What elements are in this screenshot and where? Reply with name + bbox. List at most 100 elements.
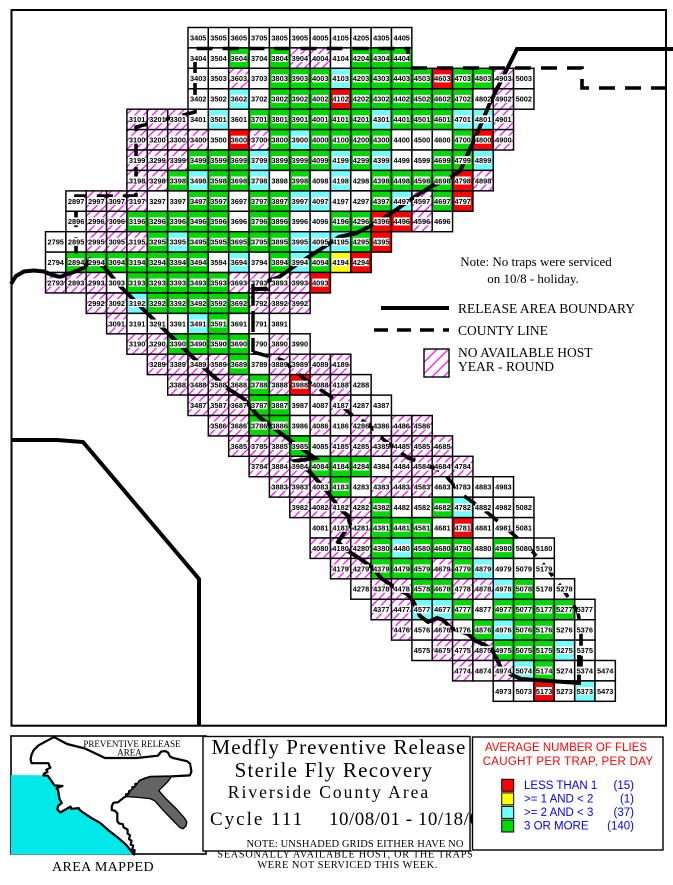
- svg-text:4596: 4596: [414, 217, 430, 226]
- svg-text:4099: 4099: [312, 156, 328, 165]
- svg-text:5079: 5079: [516, 564, 532, 573]
- svg-text:5073: 5073: [516, 687, 532, 696]
- svg-text:Medfly Preventive Release: Medfly Preventive Release: [212, 735, 467, 759]
- svg-text:4187: 4187: [332, 401, 348, 410]
- svg-text:5173: 5173: [536, 687, 552, 696]
- svg-text:4098: 4098: [312, 176, 328, 185]
- svg-text:2795: 2795: [47, 238, 63, 247]
- svg-text:3490: 3490: [190, 340, 206, 349]
- svg-text:4402: 4402: [393, 95, 409, 104]
- svg-text:4803: 4803: [475, 74, 491, 83]
- svg-text:3588: 3588: [210, 381, 226, 390]
- svg-text:3886: 3886: [271, 421, 287, 430]
- svg-text:4677: 4677: [434, 605, 450, 614]
- svg-text:4878: 4878: [475, 585, 491, 594]
- svg-text:3601: 3601: [231, 115, 247, 124]
- svg-text:4195: 4195: [332, 238, 348, 247]
- svg-text:5074: 5074: [516, 666, 533, 675]
- svg-text:4379: 4379: [373, 564, 389, 573]
- svg-text:3700: 3700: [251, 136, 267, 145]
- svg-text:3495: 3495: [190, 238, 206, 247]
- svg-text:4776: 4776: [454, 626, 470, 635]
- svg-text:4097: 4097: [312, 197, 328, 206]
- svg-text:4801: 4801: [475, 115, 491, 124]
- svg-text:3295: 3295: [149, 238, 165, 247]
- svg-text:4976: 4976: [495, 626, 511, 635]
- svg-text:5075: 5075: [516, 646, 532, 655]
- svg-text:4304: 4304: [373, 54, 390, 63]
- svg-text:3487: 3487: [190, 401, 206, 410]
- svg-text:4204: 4204: [353, 54, 370, 63]
- svg-text:3600: 3600: [231, 136, 247, 145]
- svg-text:4603: 4603: [434, 74, 450, 83]
- svg-text:4200: 4200: [353, 136, 369, 145]
- svg-text:4679: 4679: [434, 564, 450, 573]
- svg-text:5077: 5077: [516, 605, 532, 614]
- svg-text:4283: 4283: [353, 483, 369, 492]
- svg-text:3599: 3599: [210, 156, 226, 165]
- svg-text:3092: 3092: [109, 299, 125, 308]
- svg-text:2992: 2992: [88, 299, 104, 308]
- svg-text:3893: 3893: [271, 278, 287, 287]
- svg-text:4377: 4377: [373, 605, 389, 614]
- svg-text:4479: 4479: [393, 564, 409, 573]
- svg-text:4982: 4982: [495, 503, 511, 512]
- svg-text:4102: 4102: [332, 95, 348, 104]
- svg-text:3989: 3989: [292, 360, 308, 369]
- svg-text:3998: 3998: [292, 176, 308, 185]
- svg-text:4501: 4501: [414, 115, 430, 124]
- svg-text:2893: 2893: [68, 278, 84, 287]
- svg-text:3792: 3792: [251, 299, 267, 308]
- svg-text:3403: 3403: [190, 74, 206, 83]
- svg-text:3093: 3093: [109, 278, 125, 287]
- svg-text:4202: 4202: [353, 95, 369, 104]
- svg-text:4601: 4601: [434, 115, 450, 124]
- svg-text:4800: 4800: [475, 136, 491, 145]
- svg-text:4095: 4095: [312, 238, 328, 247]
- svg-text:4085: 4085: [312, 442, 328, 451]
- svg-text:3491: 3491: [190, 319, 206, 328]
- svg-text:4699: 4699: [434, 156, 450, 165]
- svg-text:3194: 3194: [129, 258, 146, 267]
- svg-text:4682: 4682: [434, 503, 450, 512]
- svg-text:4476: 4476: [393, 626, 409, 635]
- svg-text:4405: 4405: [393, 33, 409, 42]
- svg-text:3402: 3402: [190, 95, 206, 104]
- svg-text:3997: 3997: [292, 197, 308, 206]
- svg-text:Sterile Fly Recovery: Sterile Fly Recovery: [235, 758, 434, 782]
- svg-text:4484: 4484: [393, 462, 410, 471]
- svg-text:4480: 4480: [393, 544, 409, 553]
- svg-text:4577: 4577: [414, 605, 430, 614]
- svg-text:3785: 3785: [251, 442, 267, 451]
- svg-text:4294: 4294: [353, 258, 370, 267]
- svg-text:3592: 3592: [210, 299, 226, 308]
- svg-text:4485: 4485: [393, 442, 409, 451]
- svg-text:4874: 4874: [475, 666, 492, 675]
- svg-text:4094: 4094: [312, 258, 329, 267]
- svg-text:4399: 4399: [373, 156, 389, 165]
- svg-text:3395: 3395: [170, 238, 186, 247]
- svg-text:3690: 3690: [231, 340, 247, 349]
- svg-text:3803: 3803: [271, 74, 287, 83]
- svg-text:3703: 3703: [251, 74, 267, 83]
- svg-text:4103: 4103: [332, 74, 348, 83]
- svg-text:4087: 4087: [312, 401, 328, 410]
- svg-text:4096: 4096: [312, 217, 328, 226]
- svg-text:CAUGHT PER TRAP, PER DAY: CAUGHT PER TRAP, PER DAY: [483, 756, 654, 768]
- svg-text:4876: 4876: [475, 626, 491, 635]
- svg-text:4278: 4278: [353, 585, 369, 594]
- svg-text:4299: 4299: [353, 156, 369, 165]
- svg-text:3299: 3299: [149, 156, 165, 165]
- svg-text:5082: 5082: [516, 503, 532, 512]
- svg-text:4381: 4381: [373, 524, 389, 533]
- svg-text:3891: 3891: [271, 319, 287, 328]
- svg-text:3687: 3687: [231, 401, 247, 410]
- svg-text:4396: 4396: [373, 217, 389, 226]
- svg-text:4780: 4780: [454, 544, 470, 553]
- svg-text:3 OR MORE: 3 OR MORE: [524, 821, 589, 833]
- svg-text:3201: 3201: [149, 115, 165, 124]
- svg-text:4378: 4378: [373, 585, 389, 594]
- svg-text:3993: 3993: [292, 278, 308, 287]
- svg-text:4305: 4305: [373, 33, 389, 42]
- svg-text:4194: 4194: [332, 258, 349, 267]
